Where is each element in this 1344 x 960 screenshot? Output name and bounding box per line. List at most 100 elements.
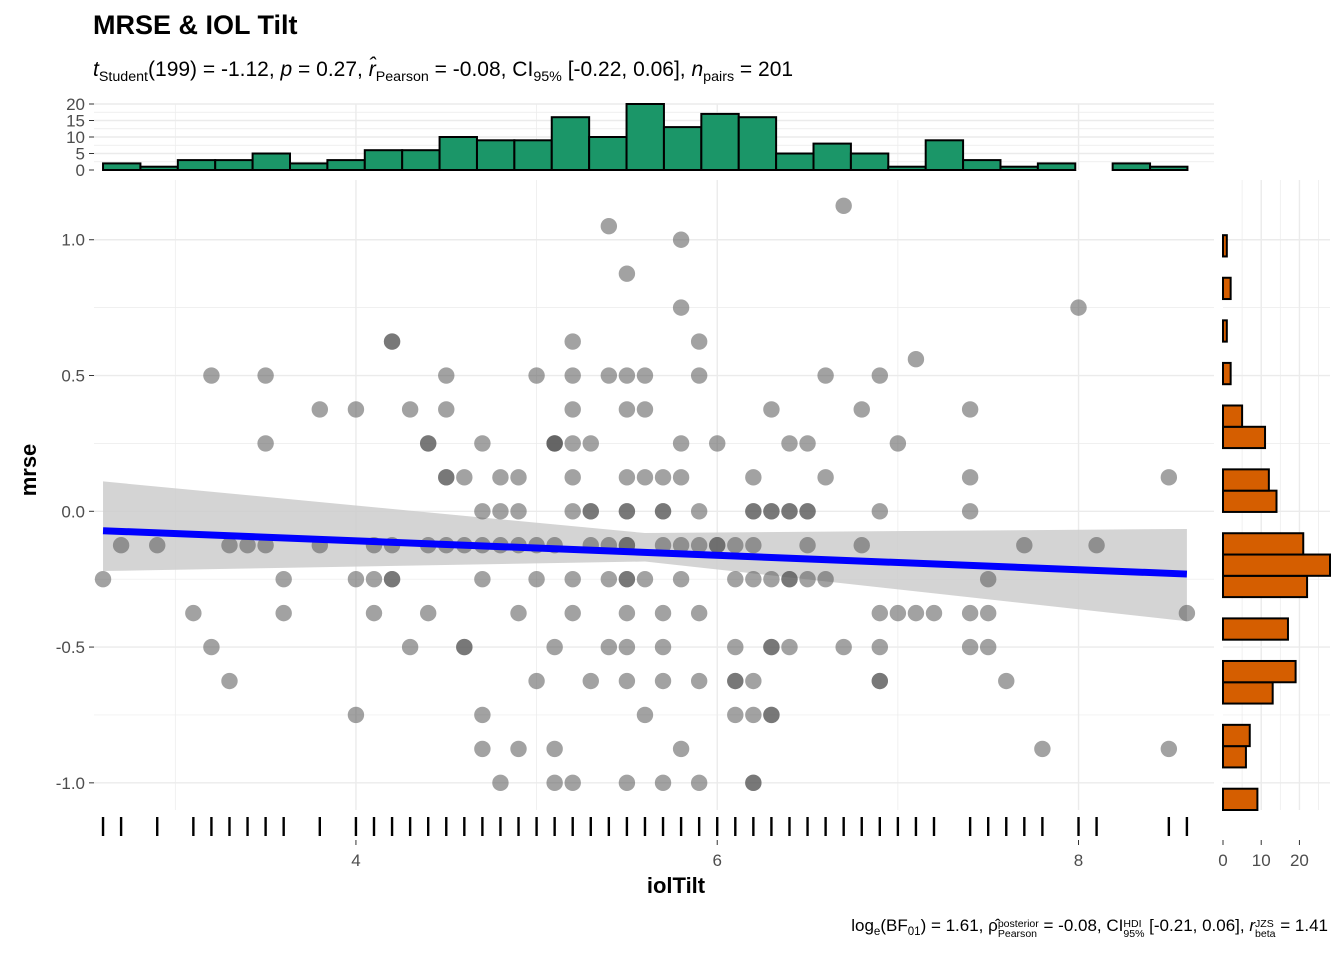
data-point: [275, 604, 292, 622]
right-hist-bar: [1222, 319, 1228, 343]
top-hist-bar: [1111, 162, 1152, 171]
top-hist-bar: [887, 165, 927, 171]
data-point: [709, 537, 726, 554]
data-point: [690, 604, 708, 622]
data-point: [618, 367, 636, 384]
y-tick-label: -0.5: [56, 638, 85, 657]
data-point: [438, 367, 455, 384]
data-point: [1160, 740, 1178, 758]
data-point: [853, 537, 870, 554]
top-hist-bar: [700, 112, 740, 171]
y-tick-label: 0.5: [61, 367, 85, 386]
data-point: [998, 672, 1015, 690]
top-hist-bar: [737, 116, 778, 171]
data-point: [1016, 537, 1033, 554]
data-point: [257, 537, 274, 554]
right-hist-bar: [1222, 532, 1305, 556]
data-point: [672, 570, 690, 588]
data-point: [672, 299, 690, 316]
top-hist-bar: [924, 139, 965, 172]
data-point: [979, 604, 997, 622]
y-tick-label: 1.0: [61, 231, 85, 250]
data-point: [600, 367, 618, 384]
data-point: [564, 774, 581, 792]
right-hist-bar: [1222, 489, 1278, 513]
data-point: [654, 469, 672, 486]
top-hist-bar: [363, 149, 404, 171]
chart-title: MRSE & IOL Tilt: [93, 10, 298, 40]
data-point: [672, 537, 690, 554]
data-point: [456, 469, 473, 486]
data-point: [618, 638, 636, 656]
data-point: [727, 570, 744, 588]
data-point: [528, 672, 545, 690]
data-point: [636, 706, 654, 724]
x-tick-label: 4: [351, 851, 360, 870]
data-point: [672, 435, 690, 452]
r-jzs-superscript: JZS: [1255, 917, 1274, 930]
data-point: [474, 503, 491, 520]
data-point: [618, 570, 636, 588]
right-hist-tick-label: 0: [1218, 851, 1227, 870]
data-point: [835, 197, 852, 214]
data-point: [654, 638, 672, 656]
data-point: [781, 638, 798, 656]
ci-subscript: 95%: [533, 68, 562, 85]
data-point: [871, 367, 889, 384]
log-subscript: e: [873, 926, 881, 939]
data-point: [799, 570, 816, 588]
n-subscript: pairs: [703, 68, 735, 85]
right-hist-bar: [1222, 745, 1247, 769]
data-point: [763, 706, 780, 724]
data-point: [618, 503, 636, 520]
x-axis-title: iolTilt: [647, 873, 706, 898]
data-point: [654, 774, 672, 792]
r-beta-subscript: beta: [1255, 927, 1276, 940]
data-point: [889, 435, 907, 452]
data-point: [492, 503, 509, 520]
data-point: [383, 333, 401, 350]
data-point: [835, 638, 852, 656]
data-point: [745, 570, 762, 588]
top-hist-tick-label: 5: [76, 145, 85, 164]
data-point: [781, 503, 798, 520]
n-value: = 201: [734, 58, 794, 81]
data-point: [275, 570, 292, 588]
data-point: [582, 435, 599, 452]
t-df: (199): [148, 58, 198, 81]
rho-value: = -0.08, CI: [1038, 916, 1124, 935]
x-tick-label: 6: [712, 851, 721, 870]
data-point: [221, 672, 238, 690]
y-tick-label: -1.0: [56, 774, 85, 793]
ci-hdi-subscript: 95%: [1123, 927, 1145, 940]
scatter-panel: -1.0 -0.5 0.0 0.5 1.0 4 6 8: [56, 180, 1214, 870]
top-hist-bar: [438, 136, 478, 171]
data-point: [600, 570, 618, 588]
data-point: [474, 706, 491, 724]
data-point: [582, 672, 599, 690]
data-point: [618, 265, 636, 282]
data-point: [979, 638, 997, 656]
right-hist-tick-label: 20: [1290, 851, 1309, 870]
right-hist-bar: [1222, 787, 1259, 811]
data-point: [925, 604, 943, 622]
data-point: [564, 435, 581, 452]
data-point: [672, 469, 690, 486]
data-point: [546, 774, 563, 792]
y-tick-label: 0.0: [61, 502, 85, 521]
data-point: [257, 367, 274, 384]
bf-subscript: 01: [907, 926, 921, 939]
data-point: [763, 503, 780, 520]
top-hist-bar: [326, 159, 366, 172]
log-label: log: [851, 916, 874, 935]
data-point: [690, 503, 708, 520]
top-hist-bar: [251, 152, 291, 171]
top-hist-tick-label: 0: [76, 161, 85, 180]
data-point: [961, 401, 979, 418]
right-hist-bar: [1222, 425, 1267, 450]
right-hist-bar: [1222, 681, 1274, 705]
data-point: [564, 503, 581, 520]
data-point: [1070, 299, 1087, 316]
data-point: [564, 604, 581, 622]
